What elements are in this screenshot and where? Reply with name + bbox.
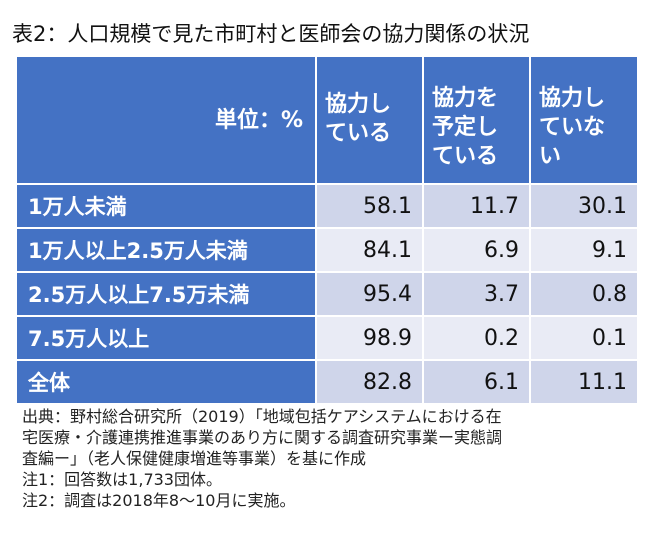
column-header-planning: 協力を 予定し ている xyxy=(422,57,529,183)
note-line: 出典：野村総合研究所（2019）「地域包括ケアシステムにおける在 xyxy=(22,407,502,426)
cell-value: 0.8 xyxy=(529,271,637,315)
row-label: 1万人未満 xyxy=(17,183,315,227)
cell-value: 11.7 xyxy=(422,183,529,227)
column-header-not-cooperating: 協力し ていな い xyxy=(529,57,637,183)
cell-value: 82.8 xyxy=(315,359,422,403)
column-header-line: ている xyxy=(325,121,392,146)
row-label: 7.5万人以上 xyxy=(17,315,315,359)
table-row: 全体 82.8 6.1 11.1 xyxy=(17,359,637,403)
row-label: 2.5万人以上7.5万未満 xyxy=(17,271,315,315)
cell-value: 58.1 xyxy=(315,183,422,227)
data-table: 単位：% 協力し ている 協力を 予定し ている 協力し ていな い 1万人未満… xyxy=(17,57,637,403)
cell-value: 6.9 xyxy=(422,227,529,271)
column-header-line: 協力を xyxy=(432,86,499,111)
cell-value: 84.1 xyxy=(315,227,422,271)
table-row: 2.5万人以上7.5万未満 95.4 3.7 0.8 xyxy=(17,271,637,315)
cell-value: 6.1 xyxy=(422,359,529,403)
table-row: 1万人未満 58.1 11.7 30.1 xyxy=(17,183,637,227)
cell-value: 30.1 xyxy=(529,183,637,227)
row-label: 全体 xyxy=(17,359,315,403)
source-notes: 出典：野村総合研究所（2019）「地域包括ケアシステムにおける在 宅医療・介護連… xyxy=(22,406,502,511)
column-header-cooperating: 協力し ている xyxy=(315,57,422,183)
table-title: 表2：人口規模で見た市町村と医師会の協力関係の状況 xyxy=(12,22,530,46)
cell-value: 3.7 xyxy=(422,271,529,315)
column-header-line: 予定し xyxy=(432,115,499,140)
cell-value: 0.1 xyxy=(529,315,637,359)
header-row: 単位：% 協力し ている 協力を 予定し ている 協力し ていな い xyxy=(17,57,637,183)
cell-value: 11.1 xyxy=(529,359,637,403)
cell-value: 0.2 xyxy=(422,315,529,359)
unit-label: 単位：% xyxy=(17,57,315,183)
cell-value: 95.4 xyxy=(315,271,422,315)
note-line: 宅医療・介護連携推進事業のあり方に関する調査研究事業ー実態調 xyxy=(22,428,503,447)
column-header-line: い xyxy=(539,144,562,169)
note-line: 注2：調査は2018年8～10月に実施。 xyxy=(22,491,296,510)
column-header-line: 協力し xyxy=(539,86,606,111)
column-header-line: ていな xyxy=(539,115,606,140)
note-line: 査編ー」（老人保健健康増進等事業）を基に作成 xyxy=(22,449,367,468)
cell-value: 98.9 xyxy=(315,315,422,359)
cell-value: 9.1 xyxy=(529,227,637,271)
table-row: 1万人以上2.5万人未満 84.1 6.9 9.1 xyxy=(17,227,637,271)
column-header-line: ている xyxy=(432,144,499,169)
table-row: 7.5万人以上 98.9 0.2 0.1 xyxy=(17,315,637,359)
row-label: 1万人以上2.5万人未満 xyxy=(17,227,315,271)
note-line: 注1：回答数は1,733団体。 xyxy=(22,470,222,489)
column-header-line: 協力し xyxy=(325,92,392,117)
